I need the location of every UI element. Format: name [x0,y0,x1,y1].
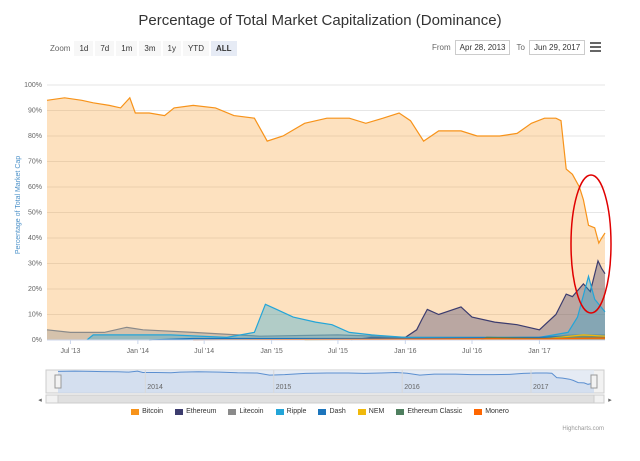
x-axis: Jul '13 Jan '14 Jul '14 Jan '15 Jul '15 Jan '… [47,339,605,355]
x-tick-label: Jan '15 [260,348,282,355]
legend-item-dash[interactable]: Dash [318,408,346,415]
nem-area [304,334,605,340]
x-tick-label: Jul '16 [462,348,482,355]
legend-label: Ethereum Classic [407,408,463,415]
y-tick-label: 90% [28,108,42,115]
y-tick-label: 100% [24,82,42,89]
zoom-button-1d[interactable]: 1d [74,41,94,56]
x-tick-label: Jan '14 [127,348,149,355]
date-range: From Apr 28, 2013 To Jun 29, 2017 [432,40,591,55]
y-axis-label: Percentage of Total Market Cap [15,156,22,254]
to-date-input[interactable]: Jun 29, 2017 [528,40,586,55]
y-tick-label: 10% [28,312,42,319]
credits-link[interactable]: Highcharts.com [562,426,604,432]
y-tick-label: 70% [28,159,42,166]
y-tick-label: 60% [28,184,42,191]
y-axis: 0% 10% 20% 30% 40% 50% 60% 70% 80% 90% 100% [24,82,42,344]
legend-swatch [318,408,327,415]
legend-swatch [228,408,237,415]
legend-label: Monero [485,408,509,415]
legend-swatch [275,408,284,415]
navigator-year-label: 2017 [533,384,549,391]
legend-label: Ethereum [186,408,217,415]
x-tick-label: Jan '17 [528,348,550,355]
legend-label: Bitcoin [142,408,164,415]
legend-label: Ripple [286,408,307,415]
from-date-input[interactable]: Apr 28, 2013 [454,40,511,55]
legend-label: Dash [329,408,346,415]
legend-swatch [175,408,184,415]
chart-title: Percentage of Total Market Capitalizatio… [138,12,502,29]
y-tick-label: 30% [28,261,42,268]
hamburger-menu-icon[interactable] [590,42,601,52]
zoom-button-all[interactable]: ALL [210,41,237,56]
navigator-year-label: 2015 [276,384,292,391]
navigator-handle-left[interactable] [54,374,62,389]
x-tick-label: Jan '16 [394,348,416,355]
legend-swatch [474,408,483,415]
legend-label: NEM [368,408,385,415]
zoom-button-7d[interactable]: 7d [95,41,115,56]
scrollbar-right-arrow-icon[interactable]: ▸ [608,397,612,404]
legend-item-ethereum[interactable]: Ethereum [175,408,216,415]
zoom-bar: Zoom 1d 7d 1m 3m 1y YTD ALL [50,41,239,56]
navigator-series-line [57,370,595,385]
navigator-year-label: 2016 [404,384,420,391]
legend-item-monero[interactable]: Monero [474,408,509,415]
to-label: To [516,43,525,52]
x-tick-label: Jul '14 [194,348,214,355]
zoom-label: Zoom [50,44,71,53]
x-tick-label: Jul '15 [328,348,348,355]
ripple-line[interactable] [86,273,606,341]
ethereum-area [351,260,605,340]
zoom-button-ytd[interactable]: YTD [182,41,209,56]
legend-label: Litecoin [239,408,264,415]
legend-item-litecoin[interactable]: Litecoin [228,408,264,415]
from-label: From [432,43,451,52]
navigator-selection[interactable] [58,370,594,393]
legend-swatch [131,408,140,415]
legend-item-ripple[interactable]: Ripple [275,408,307,415]
y-tick-label: 0% [32,337,42,344]
x-tick-label: Jul '13 [60,348,80,355]
series-layer [46,96,606,341]
navigator: 2014 2015 2016 2017 ◂ ▸ [38,369,612,404]
zoom-button-3m[interactable]: 3m [139,41,161,56]
legend-swatch [357,408,366,415]
bitcoin-area [47,97,605,340]
zoom-button-1y[interactable]: 1y [162,41,181,56]
annotation-circle [570,174,612,314]
navigator-series-area [58,371,594,393]
navigator-handle-right[interactable] [590,374,598,389]
y-tick-label: 50% [28,210,42,217]
y-tick-label: 40% [28,235,42,242]
y-tick-label: 20% [28,286,42,293]
zoom-button-1m[interactable]: 1m [116,41,138,56]
y-tick-label: 80% [28,133,42,140]
legend-item-nem[interactable]: NEM [357,408,385,415]
legend: Bitcoin Ethereum Litecoin Ripple Dash NEM Ethe… [0,408,640,415]
scrollbar-left-arrow-icon[interactable]: ◂ [38,397,42,404]
monero-line[interactable] [193,337,606,341]
dash-line[interactable] [149,335,606,341]
navigator-year-label: 2014 [147,384,163,391]
litecoin-area [47,327,605,340]
bitcoin-line[interactable] [46,96,606,245]
scrollbar-thumb[interactable] [57,394,595,404]
ethereum-line[interactable] [351,259,606,341]
legend-swatch [396,408,405,415]
legend-item-ethereum-classic[interactable]: Ethereum Classic [396,408,462,415]
legend-item-bitcoin[interactable]: Bitcoin [131,408,163,415]
